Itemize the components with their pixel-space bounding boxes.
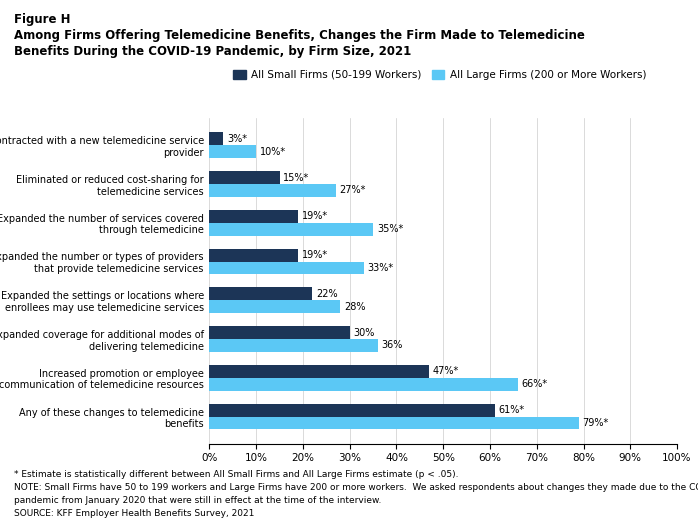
Legend: All Small Firms (50-199 Workers), All Large Firms (200 or More Workers): All Small Firms (50-199 Workers), All La… bbox=[229, 66, 651, 84]
Text: 15%*: 15%* bbox=[283, 173, 309, 183]
Text: 61%*: 61%* bbox=[498, 405, 524, 415]
Text: 47%*: 47%* bbox=[433, 366, 459, 376]
Bar bbox=[209, 210, 298, 223]
Bar bbox=[209, 249, 298, 261]
Text: 19%*: 19%* bbox=[302, 250, 328, 260]
Text: NOTE: Small Firms have 50 to 199 workers and Large Firms have 200 or more worker: NOTE: Small Firms have 50 to 199 workers… bbox=[14, 483, 698, 492]
Bar bbox=[209, 416, 579, 429]
Bar bbox=[209, 171, 279, 184]
Bar bbox=[209, 261, 364, 274]
Bar bbox=[209, 404, 495, 416]
Text: 33%*: 33%* bbox=[367, 263, 394, 273]
Text: 35%*: 35%* bbox=[377, 224, 403, 234]
Text: 3%*: 3%* bbox=[227, 134, 247, 144]
Text: 79%*: 79%* bbox=[583, 418, 609, 428]
Text: Figure H: Figure H bbox=[14, 13, 70, 26]
Bar bbox=[209, 326, 350, 339]
Bar bbox=[209, 145, 256, 158]
Text: Among Firms Offering Telemedicine Benefits, Changes the Firm Made to Telemedicin: Among Firms Offering Telemedicine Benefi… bbox=[14, 29, 585, 42]
Bar bbox=[209, 223, 373, 236]
Text: 66%*: 66%* bbox=[522, 379, 548, 389]
Bar bbox=[209, 184, 336, 197]
Bar bbox=[209, 378, 518, 391]
Text: * Estimate is statistically different between All Small Firms and All Large Firm: * Estimate is statistically different be… bbox=[14, 470, 459, 479]
Bar bbox=[209, 132, 223, 145]
Bar bbox=[209, 288, 312, 300]
Bar bbox=[209, 365, 429, 378]
Text: 27%*: 27%* bbox=[339, 185, 366, 195]
Text: 22%: 22% bbox=[316, 289, 338, 299]
Text: 28%: 28% bbox=[344, 302, 366, 312]
Text: 10%*: 10%* bbox=[260, 146, 286, 156]
Text: 36%: 36% bbox=[382, 340, 403, 350]
Text: 19%*: 19%* bbox=[302, 212, 328, 222]
Text: pandemic from January 2020 that were still in effect at the time of the intervie: pandemic from January 2020 that were sti… bbox=[14, 496, 381, 505]
Bar bbox=[209, 300, 341, 313]
Text: Benefits During the COVID-19 Pandemic, by Firm Size, 2021: Benefits During the COVID-19 Pandemic, b… bbox=[14, 45, 411, 58]
Text: 30%: 30% bbox=[353, 328, 375, 338]
Bar bbox=[209, 339, 378, 352]
Text: SOURCE: KFF Employer Health Benefits Survey, 2021: SOURCE: KFF Employer Health Benefits Sur… bbox=[14, 509, 254, 518]
